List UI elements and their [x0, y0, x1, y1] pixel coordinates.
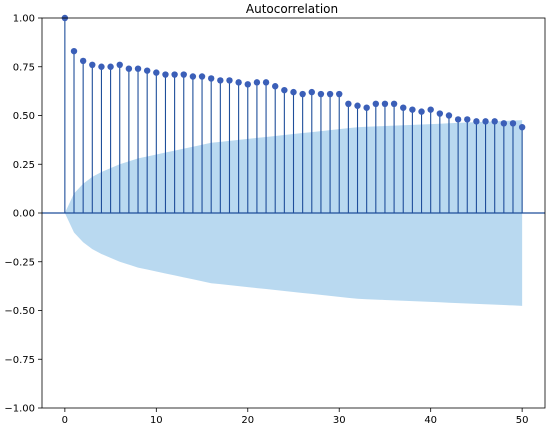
x-tick-label: 40 — [424, 415, 437, 426]
acf-point — [418, 108, 425, 115]
acf-point — [409, 106, 416, 113]
acf-point — [336, 90, 343, 98]
y-tick-label: −0.25 — [4, 257, 35, 268]
acf-point — [162, 71, 169, 78]
acf-point — [299, 90, 306, 98]
acf-point — [454, 116, 462, 123]
acf-point — [518, 124, 526, 131]
acf-point — [272, 83, 279, 90]
acf-point — [482, 118, 489, 125]
acf-point — [363, 104, 370, 111]
acf-point — [445, 112, 453, 119]
acf-point — [326, 90, 334, 98]
y-tick-label: 0.25 — [13, 160, 35, 171]
y-tick-label: −0.75 — [4, 355, 35, 366]
acf-point — [317, 90, 325, 98]
chart-title: Autocorrelation — [246, 2, 338, 16]
acf-point — [125, 65, 133, 72]
acf-point — [70, 47, 78, 55]
acf-point — [390, 100, 398, 108]
acf-point — [262, 79, 270, 86]
acf-stems — [42, 14, 545, 214]
x-tick-label: 10 — [150, 415, 163, 426]
y-tick-label: −0.50 — [4, 306, 35, 317]
acf-point — [436, 110, 444, 117]
x-tick-label: 0 — [62, 415, 68, 426]
acf-point — [207, 75, 215, 82]
x-tick-label: 50 — [516, 415, 529, 426]
y-tick-label: 0.50 — [13, 111, 35, 122]
y-tick-label: 1.00 — [13, 14, 35, 25]
acf-point — [98, 63, 105, 70]
acf-point — [153, 69, 160, 76]
tick-labels: −1.00 −0.75 −0.50 −0.25 0.00 0.25 0.50 0.75 1.00… — [4, 14, 528, 427]
y-tick-label: 0.75 — [13, 62, 35, 73]
x-tick-label: 20 — [241, 415, 254, 426]
acf-point — [217, 77, 224, 84]
acf-point — [290, 88, 297, 96]
acf-point — [198, 73, 206, 80]
acf-point — [308, 88, 315, 96]
acf-point — [281, 86, 288, 94]
y-tick-label: 0.00 — [13, 209, 35, 220]
acf-point — [345, 100, 352, 108]
x-tick-label: 30 — [333, 415, 346, 426]
acf-point — [143, 67, 151, 74]
acf-point — [89, 61, 96, 68]
acf-point — [107, 63, 114, 70]
acf-point — [180, 71, 187, 78]
acf-point — [171, 71, 178, 78]
acf-point — [189, 73, 197, 80]
acf-point — [427, 106, 434, 113]
acf-point — [400, 104, 407, 111]
acf-point — [235, 79, 242, 86]
acf-point — [464, 116, 471, 123]
acf-point — [500, 120, 508, 127]
acf-point — [354, 102, 361, 109]
acf-point — [79, 57, 87, 65]
acf-point — [116, 61, 123, 68]
acf-point — [509, 120, 517, 127]
acf-point — [244, 81, 251, 88]
acf-point — [381, 100, 389, 108]
acf-point — [372, 100, 380, 108]
acf-point — [491, 118, 498, 125]
acf-point — [473, 118, 480, 125]
acf-point — [226, 77, 233, 84]
acf-point — [253, 79, 261, 86]
y-tick-label: −1.00 — [4, 404, 35, 415]
acf-point — [134, 65, 142, 72]
